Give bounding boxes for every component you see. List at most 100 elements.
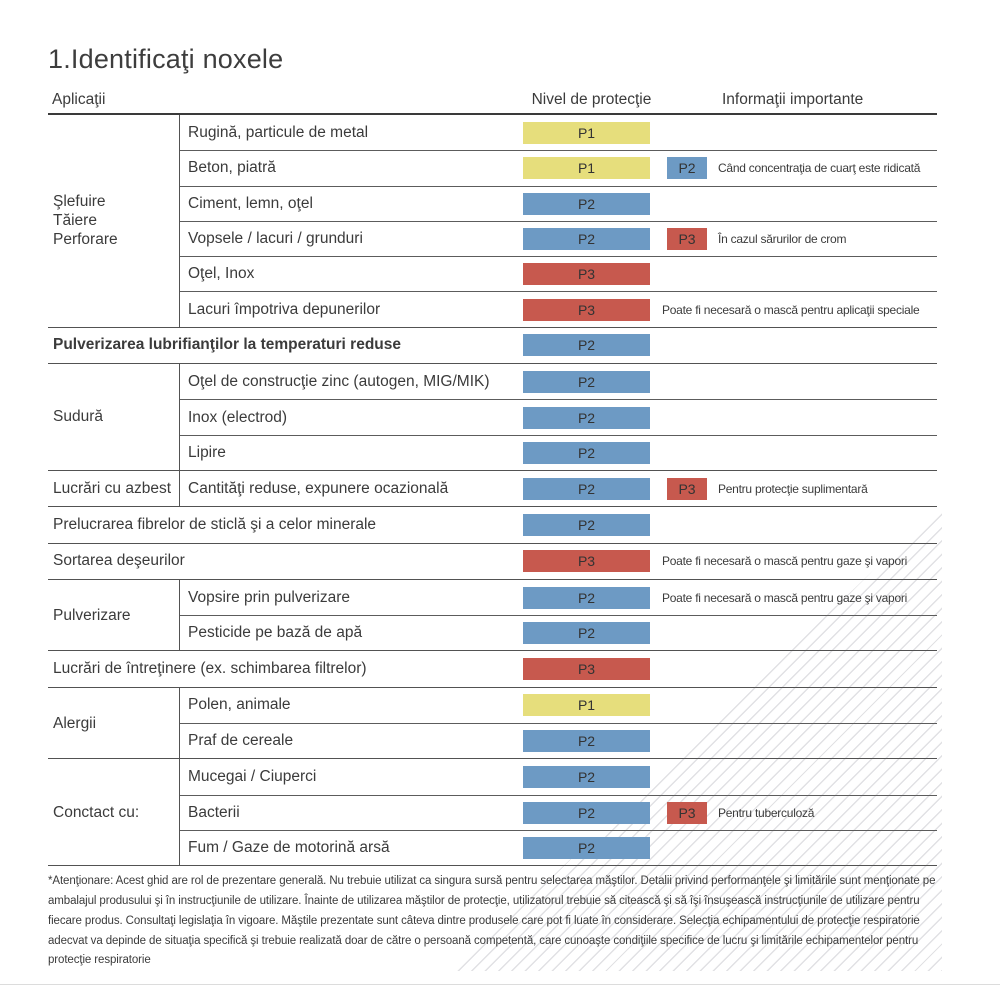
table-row: Prelucrarea fibrelor de sticlă şi a celo… xyxy=(48,507,937,542)
application-label: Prelucrarea fibrelor de sticlă şi a celo… xyxy=(53,515,377,533)
protection-level-badge: P2 xyxy=(523,228,650,251)
group-label-cell: Alergii xyxy=(48,687,180,759)
group-label-line: Şlefuire xyxy=(53,193,106,211)
table-row: Vopsire prin pulverizare P2 Poate fi neces… xyxy=(180,580,937,615)
application-label: Inox (electrod) xyxy=(188,408,288,426)
protection-level-badge: P2 xyxy=(523,622,650,645)
protection-level-badge: P1 xyxy=(523,121,650,144)
table-row: Bacterii P2 P3 Pentru tuberculoză xyxy=(180,794,937,830)
section-rows: Prelucrarea fibrelor de sticlă şi a celo… xyxy=(48,507,937,542)
application-label: Lacuri împotriva depunerilor xyxy=(188,300,381,318)
application-label: Oţel de construcţie zinc (autogen, MIG/M… xyxy=(188,372,490,390)
table-row: Sortarea deşeurilor P3 Poate fi necesară o… xyxy=(48,544,937,579)
table-section: Lucrări de întreţinere (ex. schimbarea f… xyxy=(48,651,937,688)
content: 1.Identificaţi noxele Aplicaţii Nivel de… xyxy=(48,44,937,967)
table-section: Lucrări cu azbest Cantităţi reduse, expun… xyxy=(48,470,937,508)
application-label: Polen, animale xyxy=(188,696,291,714)
section-rows: Cantităţi reduse, expunere ocazională P2 P… xyxy=(180,471,937,506)
important-info-note: Când concentraţia de cuarţ este ridicată xyxy=(718,161,921,176)
footnote-text: *Atenţionare: Acest ghid are rol de prez… xyxy=(48,875,936,967)
table-section: Conctact cu: Mucegai / Ciuperci P2 Bacterii… xyxy=(48,759,937,867)
application-label: Mucegai / Ciuperci xyxy=(188,767,317,785)
protection-level-badge: P1 xyxy=(523,157,650,180)
important-info-note: Pentru protecţie suplimentară xyxy=(718,481,868,496)
protection-level-badge: P2 xyxy=(523,513,650,536)
page-title: 1.Identificaţi noxele xyxy=(48,44,284,74)
table-row: Cantităţi reduse, expunere ocazională P2 P… xyxy=(180,471,937,506)
important-info-note: Poate fi necesară o mască pentru gaze şi… xyxy=(662,554,908,569)
group-label-cell: Şlefuire Tăiere Perforare xyxy=(48,115,180,327)
group-label-line: Tăiere xyxy=(53,212,97,230)
section-rows: Polen, animale P1 Praf de cereale P2 xyxy=(180,688,937,759)
table-section: Pulverizarea lubrifianţilor la temperatu… xyxy=(48,328,937,365)
table-row: Beton, piatră P1 P2 Când concentraţia de cu… xyxy=(180,150,937,185)
group-label-line: Alergii xyxy=(53,714,97,732)
table-header-row: Aplicaţii Nivel de protecţie Informaţii … xyxy=(48,91,937,115)
application-label: Praf de cereale xyxy=(188,732,294,750)
section-rows: Sortarea deşeurilor P3 Poate fi necesară o… xyxy=(48,544,937,579)
application-label: Vopsire prin pulverizare xyxy=(188,588,350,606)
important-info-note: Pentru tuberculoză xyxy=(718,805,815,820)
table-section: Sudură Oţel de construcţie zinc (autogen,… xyxy=(48,364,937,471)
applications-table: Şlefuire Tăiere Perforare Rugină, particule… xyxy=(48,115,937,867)
application-label: Lipire xyxy=(188,443,226,461)
group-label-cell: Conctact cu: xyxy=(48,759,180,866)
column-header-protection-level: Nivel de protecţie xyxy=(531,91,652,108)
protection-level-badge: P3 xyxy=(523,263,650,286)
application-label: Fum / Gaze de motorină arsă xyxy=(188,839,390,857)
section-rows: Lucrări de întreţinere (ex. schimbarea f… xyxy=(48,651,937,686)
protection-level-badge: P2 xyxy=(523,586,650,609)
section-rows: Rugină, particule de metal P1 Beton, piatr… xyxy=(180,115,937,327)
secondary-protection-level-badge: P3 xyxy=(667,477,707,500)
group-label-cell: Lucrări cu azbest xyxy=(48,470,180,507)
application-label: Sortarea deşeurilor xyxy=(53,552,185,570)
protection-level-badge: P2 xyxy=(523,765,650,788)
protection-level-badge: P2 xyxy=(523,730,650,753)
important-info-note: Poate fi necesară o mască pentru gaze şi… xyxy=(662,590,908,605)
section-rows: Pulverizarea lubrifianţilor la temperatu… xyxy=(48,328,937,363)
group-label-cell: Pulverizare xyxy=(48,579,180,651)
table-section: Pulverizare Vopsire prin pulverizare P2 Poa… xyxy=(48,579,937,652)
protection-level-badge: P3 xyxy=(523,550,650,573)
application-label: Beton, piatră xyxy=(188,159,276,177)
secondary-protection-level-badge: P3 xyxy=(667,228,707,251)
table-section: Alergii Polen, animale P1 Praf de cereale P2 xyxy=(48,687,937,760)
section-rows: Vopsire prin pulverizare P2 Poate fi neces… xyxy=(180,580,937,651)
table-row: Polen, animale P1 xyxy=(180,688,937,723)
group-label-line: Perforare xyxy=(53,231,118,249)
protection-level-badge: P2 xyxy=(523,334,650,357)
table-section: Şlefuire Tăiere Perforare Rugină, particule… xyxy=(48,115,937,328)
application-label: Pulverizarea lubrifianţilor la temperatu… xyxy=(53,336,402,354)
group-label-line: Sudură xyxy=(53,408,103,426)
protection-level-badge: P2 xyxy=(523,406,650,429)
group-label-cell: Sudură xyxy=(48,364,180,470)
group-label-line: Lucrări cu azbest xyxy=(53,480,172,498)
application-label: Rugină, particule de metal xyxy=(188,123,369,141)
application-label: Vopsele / lacuri / grunduri xyxy=(188,230,363,248)
important-info-note: Poate fi necesară o mască pentru aplicaţ… xyxy=(662,302,920,317)
protection-level-badge: P2 xyxy=(523,477,650,500)
group-label-line: Pulverizare xyxy=(53,606,131,624)
table-row: Lipire P2 xyxy=(180,434,937,470)
protection-level-badge: P3 xyxy=(523,658,650,681)
column-header-applications: Aplicaţii xyxy=(52,91,106,108)
bottom-divider-line xyxy=(0,984,1000,985)
section-rows: Oţel de construcţie zinc (autogen, MIG/M… xyxy=(180,364,937,470)
application-label: Pesticide pe bază de apă xyxy=(188,624,363,642)
protection-level-badge: P2 xyxy=(523,192,650,215)
protection-level-badge: P2 xyxy=(523,441,650,464)
protection-level-badge: P1 xyxy=(523,694,650,717)
table-row: Mucegai / Ciuperci P2 xyxy=(180,759,937,794)
table-section: Sortarea deşeurilor P3 Poate fi necesară o… xyxy=(48,544,937,580)
table-row: Oţel, Inox P3 xyxy=(180,256,937,291)
column-header-important-info: Informaţii importante xyxy=(722,91,864,108)
table-row: Ciment, lemn, oţel P2 xyxy=(180,185,937,221)
table-row: Lucrări de întreţinere (ex. schimbarea f… xyxy=(48,651,937,686)
table-row: Praf de cereale P2 xyxy=(180,723,937,758)
application-label: Cantităţi reduse, expunere ocazională xyxy=(188,479,449,497)
table-row: Inox (electrod) P2 xyxy=(180,399,937,434)
protection-level-badge: P2 xyxy=(523,837,650,860)
table-row: Oţel de construcţie zinc (autogen, MIG/M… xyxy=(180,364,937,399)
application-label: Ciment, lemn, oţel xyxy=(188,194,313,212)
secondary-protection-level-badge: P3 xyxy=(667,801,707,824)
